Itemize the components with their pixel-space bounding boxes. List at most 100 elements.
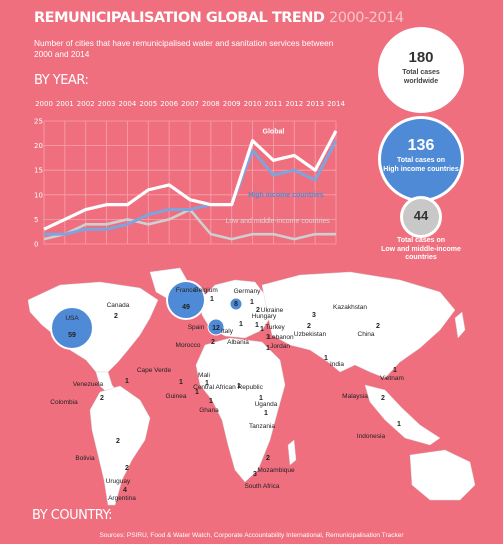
x-tick-label: 2011 <box>265 100 283 108</box>
title-years: 2000-2014 <box>329 10 404 26</box>
page-title: REMUNICIPALISATION GLOBAL TREND 2000-201… <box>34 10 404 26</box>
country-labels: Canada 2 USA 59 France 49 Belgium 1 Germany 8 Hung… <box>50 287 404 502</box>
country-count: 1 <box>237 383 241 390</box>
x-tick-label: 2008 <box>202 100 220 108</box>
y-axis-ticks: 0 5 10 15 20 25 <box>34 118 43 249</box>
country-count: 2 <box>211 339 215 346</box>
total-cases-label-2: worldwide <box>403 77 439 85</box>
country-name: Cape Verde <box>137 367 172 374</box>
high-income-label-1: Total cases on <box>396 157 446 164</box>
x-tick-label: 2002 <box>77 100 95 108</box>
x-tick-label: 2013 <box>306 100 324 108</box>
country-name: Central African Republic <box>193 384 263 391</box>
country-name: Jordan <box>270 343 290 350</box>
country-name: Ghana <box>199 407 219 414</box>
country-name: Tanzania <box>249 423 275 430</box>
country-name: Mozambique <box>257 467 295 474</box>
country-name: USA <box>65 315 79 322</box>
country-count: 1 <box>195 389 199 396</box>
country-name: Ukraine <box>261 307 284 314</box>
germany-bubble <box>229 297 243 311</box>
by-country-heading: BY COUNTRY: <box>32 508 113 523</box>
south-america-shape <box>89 385 151 506</box>
x-tick-label: 2009 <box>223 100 241 108</box>
low-income-label-2: Low and middle-income <box>381 245 461 253</box>
country-count: 2 <box>100 395 104 402</box>
country-count: 1 <box>205 380 209 387</box>
country-name: Colombia <box>50 399 78 406</box>
series-line-0 <box>43 130 338 231</box>
country-count: 2 <box>116 438 120 445</box>
country-count: 2 <box>376 323 380 330</box>
total-cases-bubble: 180 Total cases worldwide <box>378 27 464 113</box>
country-name: Turkey <box>265 324 285 331</box>
y-tick-label: 5 <box>34 216 38 224</box>
by-year-heading: BY YEAR: <box>34 73 89 88</box>
madagascar-shape <box>287 439 297 466</box>
asia-shape <box>261 271 456 379</box>
country-name: Morocco <box>176 342 201 349</box>
country-count: 1 <box>125 378 129 385</box>
country-count: 49 <box>182 304 190 311</box>
x-tick-label: 2007 <box>181 100 199 108</box>
low-income-value: 44 <box>413 208 429 223</box>
country-count: 1 <box>209 398 213 405</box>
country-name: Uzbekistan <box>294 331 327 338</box>
country-name: Bolivia <box>75 455 95 462</box>
low-income-bubble: 44 Total cases on Low and middle-income … <box>378 196 464 282</box>
country-name: Mali <box>198 372 210 379</box>
y-tick-label: 0 <box>34 241 38 249</box>
country-name: Uganda <box>255 401 278 408</box>
country-name: Spain <box>188 324 205 331</box>
country-count: 2 <box>307 323 311 330</box>
country-name: Venezuela <box>73 381 104 388</box>
country-count: 8 <box>234 301 238 308</box>
country-name: Belgium <box>194 287 217 294</box>
country-name: Canada <box>107 302 130 309</box>
country-count: 1 <box>260 326 264 333</box>
country-count: 1 <box>179 379 183 386</box>
country-count: 2 <box>125 465 129 472</box>
high-income-bubble: 136 Total cases on High income countries <box>378 116 464 202</box>
country-count: 1 <box>255 322 259 329</box>
x-tick-label: 2000 <box>35 100 53 108</box>
total-cases-label-1: Total cases <box>402 69 440 76</box>
country-count: 1 <box>397 421 401 428</box>
x-tick-label: 2012 <box>285 100 303 108</box>
country-count: 1 <box>250 299 254 306</box>
country-count: 1 <box>324 355 328 362</box>
country-name: Guinea <box>166 393 187 400</box>
y-tick-label: 15 <box>34 167 43 175</box>
high-income-label-2: High income countries <box>383 165 459 173</box>
country-name: Argentina <box>108 495 136 502</box>
france-bubble <box>166 280 206 320</box>
country-count: 1 <box>210 296 214 303</box>
x-tick-label: 2006 <box>160 100 178 108</box>
low-income-label-1: Total cases on <box>396 237 446 244</box>
x-tick-label: 2003 <box>98 100 116 108</box>
country-count: 1 <box>259 395 263 402</box>
low-income-ring <box>400 196 442 238</box>
country-name: Italy <box>221 328 234 335</box>
low-income-label-3: countries <box>405 254 437 261</box>
country-count: 1 <box>239 321 243 328</box>
country-count: 1 <box>393 367 397 374</box>
chart-series <box>43 130 338 241</box>
y-tick-label: 20 <box>34 142 43 150</box>
country-name: Lebanon <box>268 334 294 341</box>
australia-shape <box>409 449 476 501</box>
country-count: 1 <box>266 334 270 341</box>
country-name: Albania <box>227 339 249 346</box>
country-count: 2 <box>256 307 260 314</box>
country-count: 3 <box>253 471 257 478</box>
usa-bubble <box>50 306 94 350</box>
country-count: 59 <box>68 332 76 339</box>
title-text: REMUNICIPALISATION GLOBAL TREND <box>34 10 325 26</box>
series-label-global: Global <box>263 128 285 135</box>
country-name: Hungary <box>252 313 277 320</box>
africa-shape <box>195 337 286 483</box>
series-line-1 <box>44 139 338 236</box>
country-count: 4 <box>123 487 127 494</box>
country-count: 2 <box>266 455 270 462</box>
southeast-asia-shape <box>364 384 441 446</box>
